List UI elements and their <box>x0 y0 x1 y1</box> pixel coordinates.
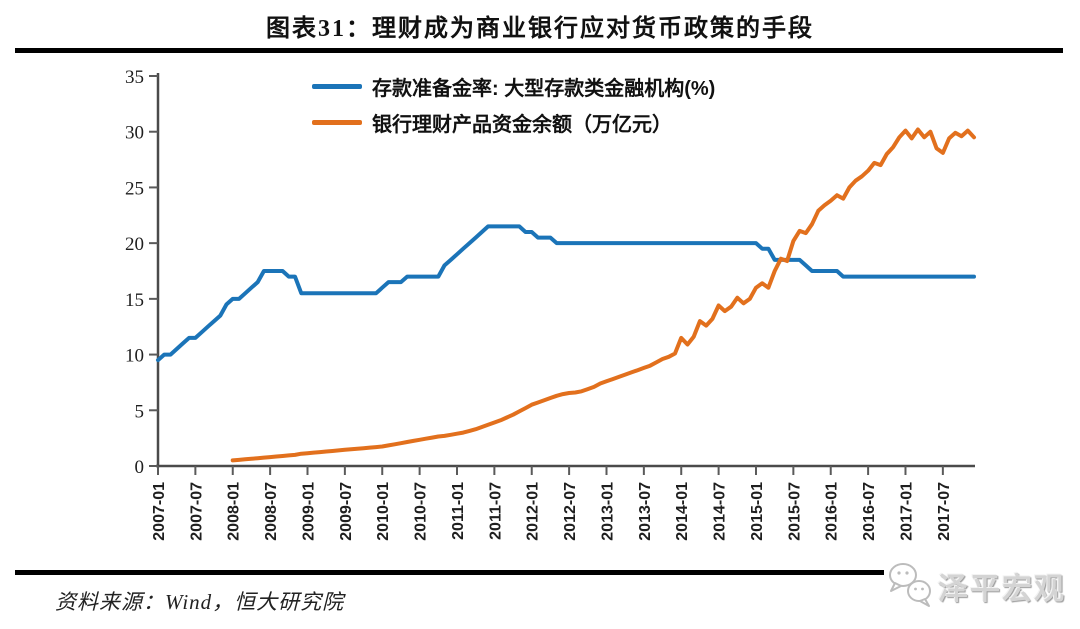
svg-text:2012-01: 2012-01 <box>525 482 542 541</box>
legend-line-orange-icon <box>312 119 362 125</box>
legend-label-rrr: 存款准备金率: 大型存款类金融机构(%) <box>372 77 716 100</box>
top-divider <box>15 48 1063 53</box>
svg-text:5: 5 <box>135 401 145 422</box>
svg-text:2007-07: 2007-07 <box>188 482 205 541</box>
legend-item-rrr: 存款准备金率: 大型存款类金融机构(%) <box>312 76 715 100</box>
svg-text:20: 20 <box>125 234 144 255</box>
source-text: 资料来源：Wind，恒大研究院 <box>55 590 345 614</box>
watermark-text: 泽平宏观 <box>938 573 1066 606</box>
svg-text:25: 25 <box>125 178 144 199</box>
svg-text:2008-07: 2008-07 <box>263 482 280 541</box>
speech-bubbles-icon <box>889 563 931 607</box>
svg-text:2013-07: 2013-07 <box>637 482 654 541</box>
legend-label-wmp: 银行理财产品资金余额（万亿元） <box>372 113 672 136</box>
svg-text:2015-01: 2015-01 <box>749 482 766 541</box>
legend-item-wmp: 银行理财产品资金余额（万亿元） <box>312 112 672 136</box>
svg-text:2011-01: 2011-01 <box>450 482 467 540</box>
svg-text:2011-07: 2011-07 <box>487 482 504 540</box>
svg-text:2016-01: 2016-01 <box>824 482 841 541</box>
svg-text:2017-07: 2017-07 <box>936 482 953 541</box>
svg-text:2010-01: 2010-01 <box>375 482 392 541</box>
svg-text:2014-07: 2014-07 <box>712 482 729 541</box>
svg-text:2016-07: 2016-07 <box>861 482 878 541</box>
legend-line-blue-icon <box>312 83 362 89</box>
svg-text:2014-01: 2014-01 <box>674 482 691 541</box>
svg-text:2012-07: 2012-07 <box>562 482 579 541</box>
page-title: 图表31：理财成为商业银行应对货币政策的手段 <box>266 16 814 42</box>
svg-text:10: 10 <box>125 346 144 367</box>
svg-text:2007-01: 2007-01 <box>151 482 168 541</box>
svg-text:15: 15 <box>125 290 144 311</box>
svg-text:0: 0 <box>135 457 145 478</box>
svg-text:2010-07: 2010-07 <box>413 482 430 541</box>
watermark: 泽平宏观 <box>884 556 1070 616</box>
svg-text:2013-01: 2013-01 <box>599 482 616 541</box>
svg-text:2015-07: 2015-07 <box>786 482 803 541</box>
svg-text:2009-01: 2009-01 <box>300 482 317 541</box>
svg-text:35: 35 <box>125 67 144 88</box>
svg-text:2017-01: 2017-01 <box>898 482 915 541</box>
svg-text:2009-07: 2009-07 <box>338 482 355 541</box>
svg-text:2008-01: 2008-01 <box>226 482 243 541</box>
bottom-divider <box>15 570 1063 575</box>
svg-text:30: 30 <box>125 123 144 144</box>
